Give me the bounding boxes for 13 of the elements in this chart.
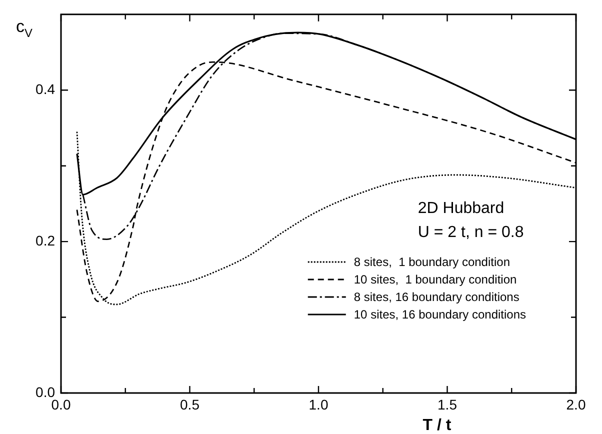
x-tick-label: 2.0 [566, 396, 586, 412]
x-tick-label: 0.5 [180, 396, 200, 412]
y-tick-label: 0.4 [36, 80, 56, 97]
y-tick-label: 0.2 [36, 232, 56, 248]
x-axis-title: T / t [422, 417, 452, 434]
legend-label: 8 sites, 16 boundary conditions [354, 290, 520, 304]
annotation: 2D Hubbard [418, 200, 504, 217]
x-tick-label: 1.5 [438, 396, 458, 412]
legend-label: 10 sites, 16 boundary conditions [354, 308, 526, 322]
legend-label: 10 sites, 1 boundary condition [354, 272, 517, 286]
annotation: U = 2 t, n = 0.8 [418, 224, 524, 241]
legend-label: 8 sites, 1 boundary condition [354, 255, 510, 269]
x-tick-label: 1.0 [308, 396, 328, 412]
